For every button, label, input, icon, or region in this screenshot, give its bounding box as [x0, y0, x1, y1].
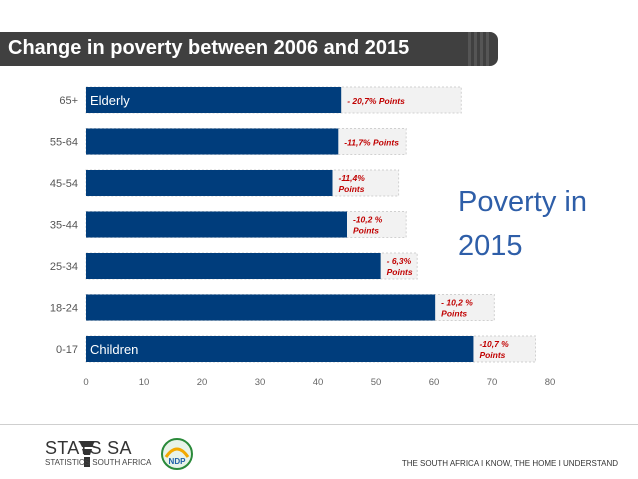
- bar-annotation: -10,2 %: [353, 215, 383, 225]
- bar: [86, 87, 342, 113]
- y-tick-label: 0-17: [56, 344, 78, 356]
- bar-annotation: Points: [441, 309, 467, 319]
- y-tick-label: 35-44: [50, 220, 78, 232]
- slogan: THE SOUTH AFRICA I KNOW, THE HOME I UNDE…: [401, 459, 618, 468]
- bar: [86, 294, 436, 321]
- bar-annotation: Points: [339, 184, 365, 194]
- bar-annotation: -11,4%: [339, 173, 366, 183]
- x-tick-label: 60: [429, 377, 440, 388]
- org-subtitle: STATISTICS SOUTH AFRICA: [45, 458, 152, 467]
- side-label-line2: 2015: [458, 230, 523, 262]
- y-tick-label: 45-54: [50, 178, 78, 190]
- x-tick-label: 50: [371, 377, 382, 388]
- x-tick-label: 80: [545, 377, 556, 388]
- ndp-logo-text: NDP: [169, 457, 187, 466]
- bar-annotation: -10,7 %: [479, 339, 509, 349]
- side-label-line1: Poverty in: [458, 186, 587, 218]
- x-tick-label: 20: [197, 377, 208, 388]
- bar: [86, 336, 474, 362]
- bar-annotation: - 10,2 %: [441, 298, 473, 308]
- poverty-bar-chart: 65+ Elderly - 20,7% Points 55-64 -11,7% Poin…: [50, 86, 556, 388]
- bar-annotation: - 6,3%: [387, 256, 412, 266]
- bar-annotation: Points: [479, 350, 505, 360]
- bar: [86, 253, 381, 279]
- stats-sa-logo-icon: [79, 441, 95, 467]
- bar-inner-label: Children: [90, 342, 138, 357]
- side-label: Poverty in 2015: [458, 180, 628, 268]
- bar-annotation: Points: [387, 267, 413, 277]
- y-tick-label: 55-64: [50, 137, 78, 149]
- x-tick-label: 40: [313, 377, 324, 388]
- y-tick-label: 18-24: [50, 303, 78, 315]
- bar: [86, 211, 347, 238]
- title-bar-stripes: [468, 32, 490, 66]
- title-bar: Change in poverty between 2006 and 2015: [0, 32, 498, 66]
- bar: [86, 128, 339, 155]
- bar: [86, 170, 333, 196]
- bar-inner-label: Elderly: [90, 93, 130, 108]
- org-name: STATS SA: [45, 438, 132, 458]
- bar-annotation: - 20,7% Points: [347, 96, 405, 106]
- ndp-logo-icon: NDP: [161, 438, 193, 470]
- bar-annotation: Points: [353, 226, 379, 236]
- x-tick-label: 10: [139, 377, 150, 388]
- x-tick-label: 0: [83, 377, 88, 388]
- x-tick-label: 70: [487, 377, 498, 388]
- y-tick-label: 65+: [59, 95, 78, 107]
- x-tick-label: 30: [255, 377, 266, 388]
- bar-annotation: -11,7% Points: [344, 138, 399, 148]
- y-tick-label: 25-34: [50, 261, 78, 273]
- footer-divider: [0, 424, 638, 425]
- page-title: Change in poverty between 2006 and 2015: [8, 37, 410, 59]
